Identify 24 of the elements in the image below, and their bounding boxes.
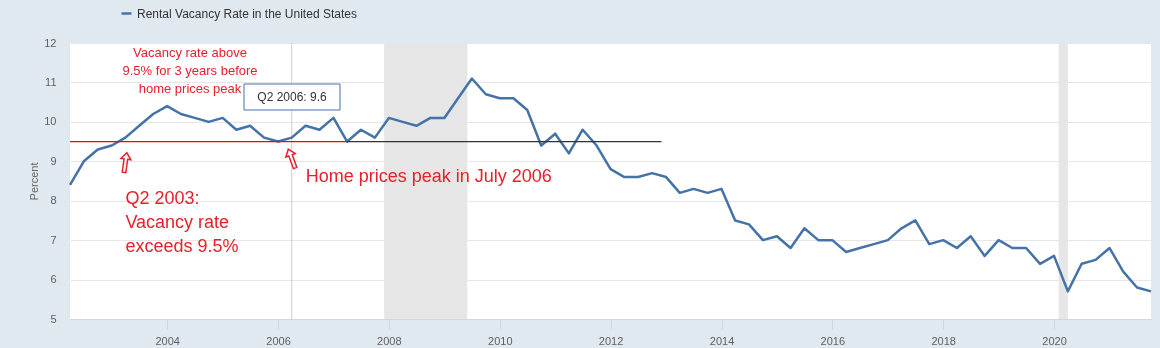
x-tick-label: 2020: [1042, 334, 1067, 347]
legend-label: Rental Vacancy Rate in the United States: [137, 6, 357, 21]
annotation: Q2 2003: Vacancy rate exceeds 9.5%: [125, 187, 239, 256]
y-tick-label: 12: [44, 36, 57, 49]
x-tick-label: 2010: [488, 334, 513, 347]
x-tick-label: 2004: [155, 334, 180, 347]
annotation: Q2 2006: 9.6: [257, 90, 328, 104]
y-tick-label: 9: [50, 154, 57, 167]
y-tick-label: 7: [50, 233, 57, 246]
line-series: [68, 77, 1153, 293]
y-tick-label: 5: [50, 312, 57, 325]
annotation: Home prices peak in July 2006: [305, 165, 552, 186]
x-tick-label: 2016: [820, 334, 846, 347]
annotation: Vacancy rate above 9.5% for 3 years before home prices peak: [122, 45, 258, 96]
x-tick-label: 2018: [931, 334, 956, 347]
x-tick-label: 2012: [598, 334, 624, 347]
y-axis-title: Percent: [28, 162, 41, 201]
y-tick-label: 6: [50, 273, 57, 286]
x-tick-label: 2006: [266, 334, 291, 347]
y-tick-label: 10: [44, 115, 57, 128]
x-tick-label: 2008: [377, 334, 402, 347]
x-tick-label: 2014: [709, 334, 735, 347]
y-tick-label: 8: [50, 194, 57, 207]
y-tick-label: 11: [45, 75, 57, 88]
